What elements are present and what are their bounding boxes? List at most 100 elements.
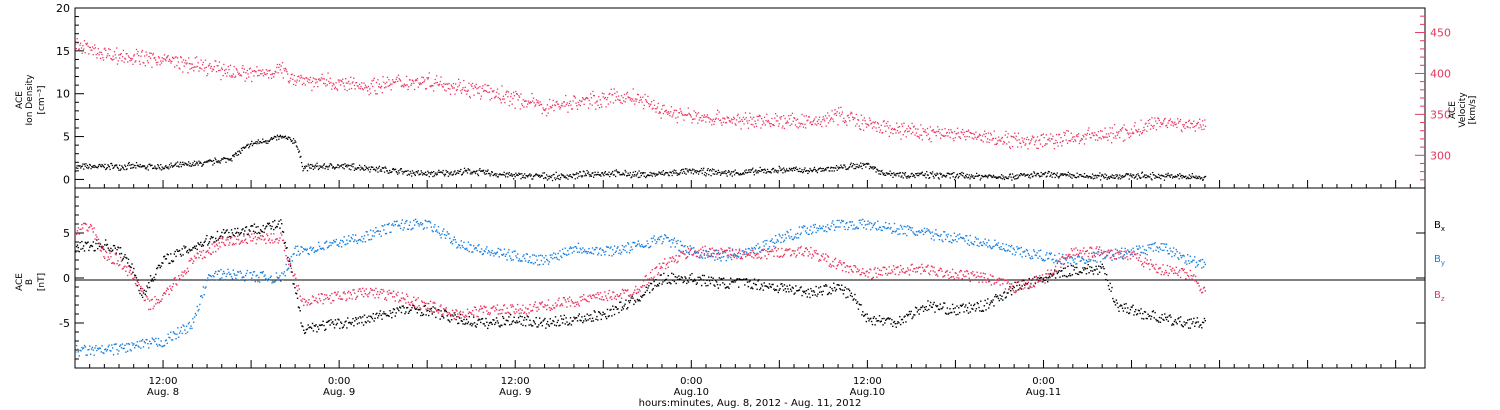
series-point xyxy=(594,171,596,173)
series-point xyxy=(1029,142,1031,144)
series-point xyxy=(572,320,574,322)
series-point xyxy=(950,311,952,314)
series-point xyxy=(944,312,947,314)
series-point xyxy=(144,293,146,295)
series-point xyxy=(366,231,368,233)
series-point xyxy=(835,167,837,169)
series-point xyxy=(408,310,411,313)
series-point xyxy=(631,98,634,100)
series-point xyxy=(236,231,238,234)
series-point xyxy=(810,121,812,123)
series-point xyxy=(791,123,793,125)
series-point xyxy=(909,175,912,178)
series-point xyxy=(771,117,773,120)
series-point xyxy=(298,307,301,309)
series-point xyxy=(976,136,979,139)
series-point xyxy=(1124,307,1126,309)
series-point xyxy=(1181,177,1183,179)
series-point xyxy=(152,52,155,55)
series-point xyxy=(493,255,495,257)
series-point xyxy=(351,82,353,84)
series-point xyxy=(1182,174,1184,177)
series-point xyxy=(775,171,777,173)
series-point xyxy=(198,67,201,69)
series-point xyxy=(589,317,591,320)
series-point xyxy=(817,293,819,295)
series-point xyxy=(983,133,985,135)
series-point xyxy=(464,86,466,89)
series-point xyxy=(1058,177,1060,179)
series-point xyxy=(1039,277,1041,280)
series-point xyxy=(830,293,832,295)
series-point xyxy=(294,286,296,289)
series-point xyxy=(766,121,769,123)
series-point xyxy=(330,319,332,321)
series-point xyxy=(290,74,293,76)
series-point xyxy=(954,137,957,139)
series-point xyxy=(739,172,742,175)
series-point xyxy=(204,67,206,69)
series-point xyxy=(332,165,334,168)
series-point xyxy=(703,114,706,116)
series-point xyxy=(248,76,250,78)
series-point xyxy=(472,245,475,247)
series-point xyxy=(152,167,154,170)
series-point xyxy=(303,248,306,251)
series-point xyxy=(389,171,392,174)
series-point xyxy=(1030,173,1032,176)
series-point xyxy=(1178,178,1180,180)
series-point xyxy=(434,307,436,309)
series-point xyxy=(617,95,620,97)
series-point xyxy=(82,245,85,247)
series-point xyxy=(399,79,401,81)
series-point xyxy=(155,337,157,340)
series-point xyxy=(92,165,94,167)
series-point xyxy=(457,322,460,324)
series-point xyxy=(1201,179,1204,181)
series-point xyxy=(270,77,273,79)
series-point xyxy=(292,78,294,80)
series-point xyxy=(1019,175,1021,177)
series-point xyxy=(813,118,816,120)
series-point xyxy=(660,117,662,119)
series-point xyxy=(1187,176,1189,178)
series-point xyxy=(147,169,149,171)
series-point xyxy=(131,167,133,169)
series-point xyxy=(872,121,874,123)
series-point xyxy=(435,82,437,84)
series-point xyxy=(531,254,534,256)
series-point xyxy=(1003,291,1006,293)
series-point xyxy=(164,258,167,260)
series-point xyxy=(961,171,963,174)
series-point xyxy=(259,73,262,75)
series-point xyxy=(332,321,334,323)
series-point xyxy=(1025,174,1028,176)
series-point xyxy=(989,132,992,135)
series-point xyxy=(565,103,568,106)
series-point xyxy=(469,244,471,246)
series-point xyxy=(405,84,407,86)
series-point xyxy=(795,166,797,168)
series-point xyxy=(238,279,241,281)
series-point xyxy=(1043,279,1045,281)
series-point xyxy=(993,176,995,178)
series-point xyxy=(740,128,742,130)
series-point xyxy=(668,174,670,177)
series-point xyxy=(856,123,858,125)
series-point xyxy=(1047,170,1050,173)
series-point xyxy=(590,174,592,176)
series-point xyxy=(1188,177,1190,180)
series-point xyxy=(478,169,480,171)
series-point xyxy=(939,132,941,134)
series-point xyxy=(655,111,657,113)
series-point xyxy=(747,171,749,174)
series-point xyxy=(766,168,769,171)
series-point xyxy=(563,101,565,103)
series-point xyxy=(259,229,262,231)
series-point xyxy=(1035,175,1037,177)
series-point xyxy=(686,114,689,116)
series-point xyxy=(664,279,666,282)
series-point xyxy=(215,60,217,62)
series-point xyxy=(937,130,940,133)
